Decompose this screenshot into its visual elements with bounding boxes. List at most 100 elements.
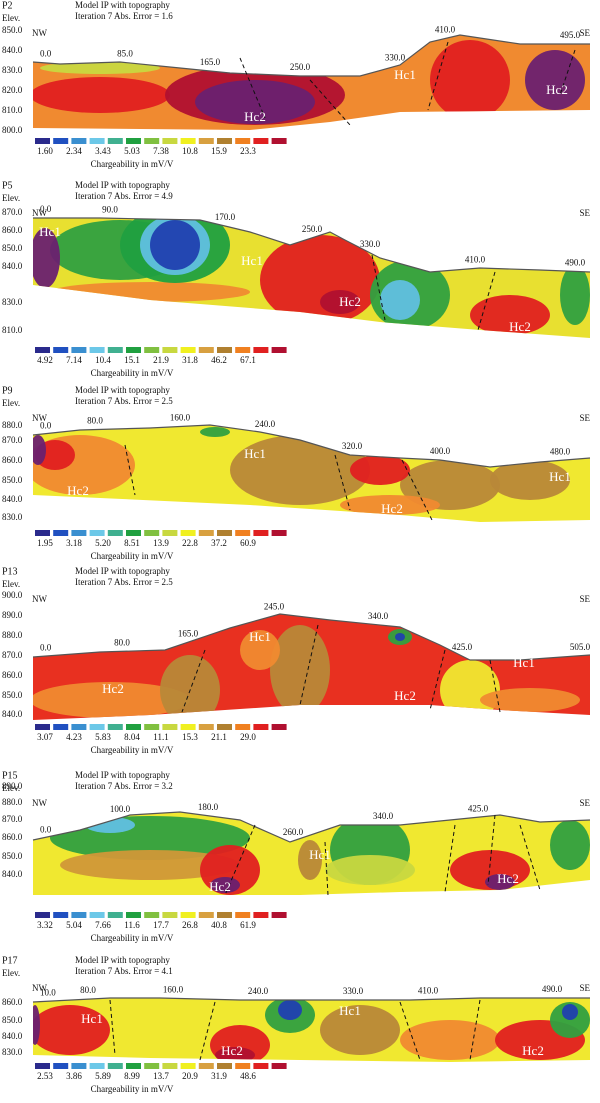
legend-swatch <box>271 1063 287 1069</box>
legend-swatch <box>71 530 87 536</box>
station-label: 250.0 <box>290 62 311 72</box>
anomaly <box>340 495 440 515</box>
legend-swatch <box>271 912 287 918</box>
zone-label: Hc1 <box>549 469 571 484</box>
legend-value: 10.4 <box>95 355 111 365</box>
legend-swatch <box>198 347 214 353</box>
section-anomalies <box>33 427 570 515</box>
legend-swatch <box>253 347 269 353</box>
station-label: 160.0 <box>170 413 191 423</box>
legend-swatch <box>53 530 69 536</box>
panel-subtitle: Iteration 7 Abs. Error = 3.2 <box>75 781 173 791</box>
legend-value: 10.8 <box>182 146 198 156</box>
station-label: 490.0 <box>565 257 586 267</box>
elevation-tick: 830.0 <box>2 1047 23 1057</box>
legend-value: 1.60 <box>37 146 53 156</box>
station-label: 80.0 <box>114 637 130 647</box>
zone-label: Hc1 <box>309 847 331 862</box>
topography <box>32 811 591 843</box>
station-label: 85.0 <box>117 49 133 59</box>
elevation-tick: 850.0 <box>2 851 23 861</box>
se-label: SE <box>579 28 590 38</box>
legend-value: 5.83 <box>95 732 111 742</box>
zone-label: Hc1 <box>244 446 266 461</box>
legend-swatch <box>144 530 160 536</box>
legend-value: 22.8 <box>182 538 198 548</box>
axis-label: Elev. <box>2 193 20 203</box>
station-label: 425.0 <box>468 803 489 813</box>
station-label: 250.0 <box>302 224 323 234</box>
legend-value: 23.3 <box>240 146 256 156</box>
legend-swatch <box>162 530 178 536</box>
elevation-tick: 900.0 <box>2 590 23 600</box>
nw-label: NW <box>32 28 47 38</box>
legend-value: 17.7 <box>153 920 169 930</box>
legend-value: 3.07 <box>37 732 53 742</box>
station-label: 400.0 <box>430 446 451 456</box>
legend-swatch <box>217 724 232 730</box>
panel-title: Model IP with topography <box>75 955 170 965</box>
axis-label: Elev. <box>2 968 20 978</box>
legend-swatch <box>198 912 214 918</box>
station-label: 480.0 <box>550 446 571 456</box>
elevation-tick: 890.0 <box>2 610 23 620</box>
legend-value: 60.9 <box>240 538 256 548</box>
legend-value: 3.18 <box>66 538 82 548</box>
legend-swatch <box>180 530 196 536</box>
legend-value: 3.32 <box>37 920 53 930</box>
legend-value: 11.6 <box>124 920 140 930</box>
station-label: 165.0 <box>178 628 199 638</box>
legend-swatch <box>53 912 69 918</box>
legend-value: 5.04 <box>66 920 82 930</box>
anomaly <box>440 660 500 720</box>
legend-swatch <box>271 530 287 536</box>
elevation-tick: 860.0 <box>2 997 23 1007</box>
fault <box>399 1001 421 1061</box>
legend-swatch <box>35 530 50 536</box>
elevation-tick: 800.0 <box>2 125 23 135</box>
legend-swatch <box>235 530 251 536</box>
section-anomalies <box>50 815 590 895</box>
elevation-tick: 850.0 <box>2 475 23 485</box>
legend-swatch <box>253 138 269 144</box>
anomaly <box>395 633 405 641</box>
legend-swatch <box>71 347 87 353</box>
legend-swatch <box>271 138 287 144</box>
elevation-tick: 840.0 <box>2 869 23 879</box>
anomaly <box>278 1000 302 1020</box>
anomaly <box>400 460 500 510</box>
station-label: 340.0 <box>368 611 389 621</box>
station-label: 100.0 <box>110 804 131 814</box>
axis-label: Elev. <box>2 783 20 793</box>
legend-value: 21.9 <box>153 355 169 365</box>
se-label: SE <box>579 983 590 993</box>
legend-swatch <box>35 912 50 918</box>
legend-value: 8.51 <box>124 538 140 548</box>
elevation-tick: 810.0 <box>2 325 23 335</box>
station-label: 340.0 <box>373 811 394 821</box>
legend-swatch <box>107 347 123 353</box>
elevation-tick: 860.0 <box>2 455 23 465</box>
station-label: 410.0 <box>465 254 486 264</box>
elevation-tick: 850.0 <box>2 690 23 700</box>
legend-value: 13.9 <box>153 538 169 548</box>
legend-swatch <box>180 912 196 918</box>
legend-swatch <box>89 1063 105 1069</box>
zone-label: Hc1 <box>394 67 416 82</box>
legend-value: 7.38 <box>153 146 169 156</box>
station-label: 0.0 <box>40 643 52 653</box>
zone-label: Hc1 <box>241 253 263 268</box>
legend-title: Chargeability in mV/V <box>91 368 174 378</box>
anomaly <box>200 427 230 437</box>
legend-value: 13.7 <box>153 1071 169 1081</box>
topography <box>32 34 590 77</box>
anomaly <box>320 1005 400 1055</box>
legend-value: 20.9 <box>182 1071 198 1081</box>
elevation-tick: 850.0 <box>2 243 23 253</box>
anomaly <box>33 77 170 113</box>
